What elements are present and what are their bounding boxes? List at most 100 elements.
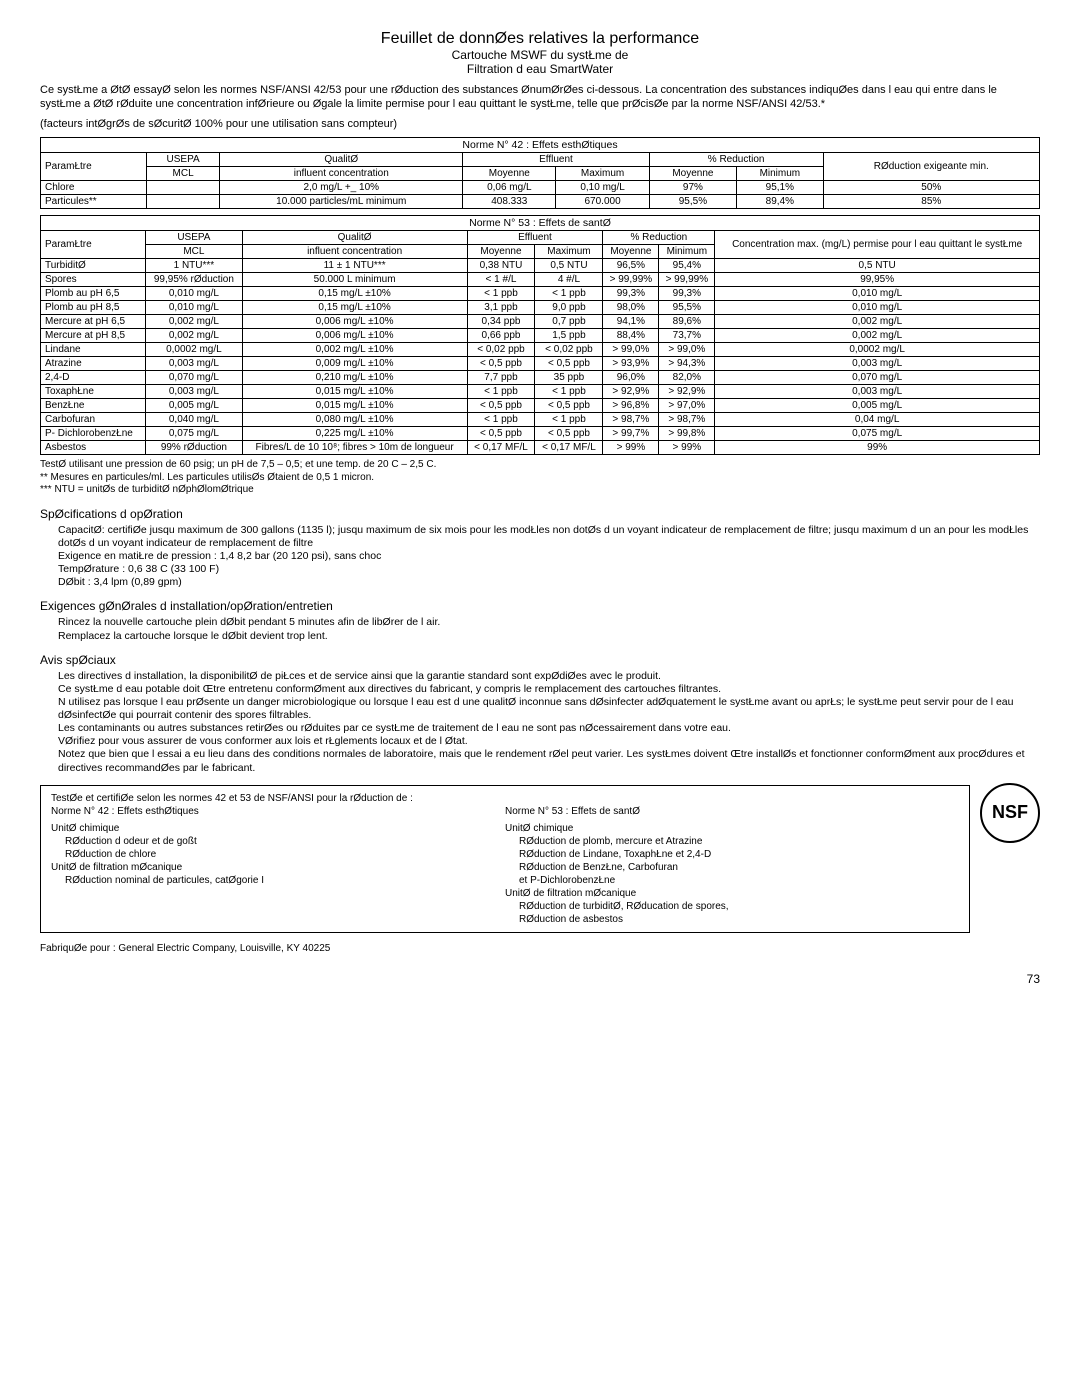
table-cell: 0,040 mg/L — [146, 413, 243, 427]
table-cell: 10.000 particles/mL minimum — [220, 195, 463, 209]
table-cell: > 99,99% — [603, 273, 659, 287]
table-cell: < 1 ppb — [467, 413, 535, 427]
table-cell: 97% — [649, 181, 736, 195]
table-cell: 0,003 mg/L — [715, 357, 1040, 371]
table-row: Atrazine0,003 mg/L0,009 mg/L ±10%< 0,5 p… — [41, 357, 1040, 371]
table-cell: BenzŁne — [41, 399, 146, 413]
install-body: Rincez la nouvelle cartouche plein dØbit… — [58, 616, 1040, 642]
table-cell: 0,04 mg/L — [715, 413, 1040, 427]
cert-top: TestØe et certifiØe selon les normes 42 … — [51, 792, 505, 805]
table-cell: 0,5 NTU — [715, 259, 1040, 273]
table-norme-53: Norme N° 53 : Effets de santØ ParamŁtre … — [40, 215, 1040, 455]
table-cell: > 98,7% — [659, 413, 715, 427]
table-cell: 0,005 mg/L — [715, 399, 1040, 413]
cert-c1a2: RØduction de chlore — [65, 848, 505, 861]
table-cell: 96,0% — [603, 371, 659, 385]
table-cell: < 0,02 ppb — [467, 343, 535, 357]
table-cell: 0,002 mg/L — [715, 329, 1040, 343]
table-cell: < 1 ppb — [535, 287, 603, 301]
table-cell: 0,15 mg/L ±10% — [242, 287, 467, 301]
table-cell: 0,002 mg/L ±10% — [242, 343, 467, 357]
table-cell: 0,15 mg/L ±10% — [242, 301, 467, 315]
table-cell: 99,95% rØduction — [146, 273, 243, 287]
table-cell: ToxaphŁne — [41, 385, 146, 399]
th-redpct: % Reduction — [649, 153, 823, 167]
footnotes: TestØ utilisant une pression de 60 psig;… — [40, 459, 1040, 497]
cert-c2b1: RØduction de turbiditØ, RØducation de sp… — [519, 900, 959, 913]
table-cell: < 1 ppb — [467, 287, 535, 301]
table-cell: Spores — [41, 273, 146, 287]
table-cell: 0,10 mg/L — [556, 181, 649, 195]
table-cell: 95,1% — [737, 181, 823, 195]
th53-min: Minimum — [659, 245, 715, 259]
table-cell: 0,06 mg/L — [463, 181, 556, 195]
table-row: TurbiditØ1 NTU***11 ± 1 NTU***0,38 NTU0,… — [41, 259, 1040, 273]
table-row: Plomb au pH 8,50,010 mg/L0,15 mg/L ±10%3… — [41, 301, 1040, 315]
table-cell: 3,1 ppb — [467, 301, 535, 315]
avis-l5: VØrifiez pour vous assurer de vous confo… — [58, 735, 1040, 748]
th-redmin: RØduction exigeante min. — [823, 153, 1039, 181]
table-cell: Mercure at pH 6,5 — [41, 315, 146, 329]
table-cell — [146, 195, 220, 209]
table-cell: 0,003 mg/L — [146, 385, 243, 399]
cert-col1h: Norme N° 42 : Effets esthØtiques — [51, 805, 505, 818]
table-cell: 0,010 mg/L — [146, 287, 243, 301]
avis-l3: N utilisez pas lorsque l eau prØsente un… — [58, 696, 1040, 722]
table-cell: < 0,02 ppb — [535, 343, 603, 357]
table-cell: 95,5% — [649, 195, 736, 209]
table-cell: 0,010 mg/L — [146, 301, 243, 315]
table-cell: 99% rØduction — [146, 441, 243, 455]
table-cell: 0,003 mg/L — [146, 357, 243, 371]
avis-l1: Les directives d installation, la dispon… — [58, 670, 1040, 683]
table-cell: 94,1% — [603, 315, 659, 329]
cert-box: TestØe et certifiØe selon les normes 42 … — [40, 785, 970, 933]
install-heading: Exigences gØnØrales d installation/opØra… — [40, 599, 1040, 613]
table-cell: < 0,5 ppb — [467, 399, 535, 413]
table-cell: < 0,5 ppb — [467, 357, 535, 371]
th53-moy: Moyenne — [467, 245, 535, 259]
table-cell: > 92,9% — [659, 385, 715, 399]
table-cell: 98,0% — [603, 301, 659, 315]
footnote-3: *** NTU = unitØs de turbiditØ nØphØlomØt… — [40, 484, 1040, 497]
table-cell: Chlore — [41, 181, 147, 195]
th-moy: Moyenne — [463, 167, 556, 181]
table-cell: 7,7 ppb — [467, 371, 535, 385]
table-cell: < 0,17 MF/L — [467, 441, 535, 455]
cert-c2a1: RØduction de plomb, mercure et Atrazine — [519, 835, 959, 848]
th53-redpct: % Reduction — [603, 231, 715, 245]
cert-c2a3: RØduction de BenzŁne, Carbofuran — [519, 861, 959, 874]
table-cell: 670.000 — [556, 195, 649, 209]
cert-c2a4: et P-DichlorobenzŁne — [519, 874, 959, 887]
table-cell: 73,7% — [659, 329, 715, 343]
table-cell: < 1 #/L — [467, 273, 535, 287]
table-cell: Plomb au pH 6,5 — [41, 287, 146, 301]
cert-col-2: Norme N° 53 : Effets de santØ UnitØ chim… — [505, 792, 959, 926]
factors-line: (facteurs intØgrØs de sØcuritØ 100% pour… — [40, 118, 1040, 132]
th53-conc: Concentration max. (mg/L) permise pour l… — [715, 231, 1040, 259]
table-cell: TurbiditØ — [41, 259, 146, 273]
table-cell: < 0,17 MF/L — [535, 441, 603, 455]
title-block: Feuillet de donnØes relatives la perform… — [40, 30, 1040, 76]
th-param: ParamŁtre — [41, 153, 147, 181]
table-cell: 89,6% — [659, 315, 715, 329]
title-sub1: Cartouche MSWF du systŁme de — [40, 48, 1040, 62]
table-cell: Atrazine — [41, 357, 146, 371]
cert-col2h: Norme N° 53 : Effets de santØ — [505, 805, 959, 818]
cert-c1a: UnitØ chimique — [51, 822, 505, 835]
table-cell: > 93,9% — [603, 357, 659, 371]
table-cell: > 97,0% — [659, 399, 715, 413]
table-cell: > 92,9% — [603, 385, 659, 399]
table-cell: 408.333 — [463, 195, 556, 209]
table-cell: 0,5 NTU — [535, 259, 603, 273]
table-cell: 0,009 mg/L ±10% — [242, 357, 467, 371]
table-cell: 89,4% — [737, 195, 823, 209]
manufacturer-line: FabriquØe pour : General Electric Compan… — [40, 943, 1040, 954]
table-cell: 0,015 mg/L ±10% — [242, 399, 467, 413]
table-cell: > 99,99% — [659, 273, 715, 287]
table-cell: > 99,8% — [659, 427, 715, 441]
th53-max: Maximum — [535, 245, 603, 259]
table-row: BenzŁne 0,005 mg/L 0,015 mg/L ±10%< 0,5 pp… — [41, 399, 1040, 413]
table-cell: 0,34 ppb — [467, 315, 535, 329]
cert-c1a1: RØduction d odeur et de goßt — [65, 835, 505, 848]
table-row: Plomb au pH 6,50,010 mg/L0,15 mg/L ±10%<… — [41, 287, 1040, 301]
